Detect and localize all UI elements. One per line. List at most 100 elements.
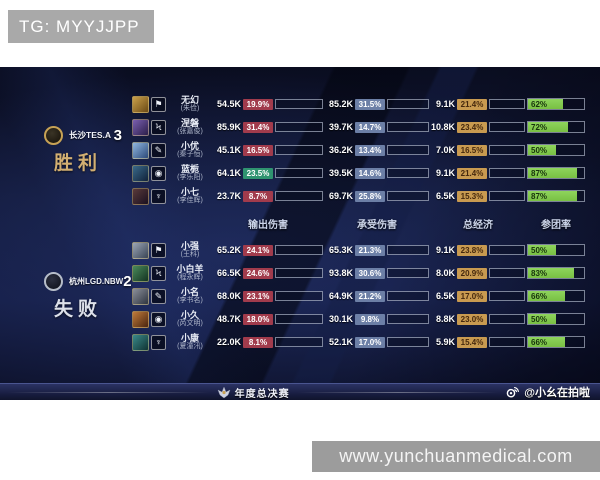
damage-taken-bar [387, 122, 429, 132]
participation-fill [528, 122, 569, 132]
participation-pct: 50% [531, 146, 548, 155]
team-section-winner: 长沙TES.A 3 胜利 ⚑ 无幻 (朱俭) 54.5K 19.9% 85.2K… [0, 67, 600, 207]
player-name-block: 小康 (夏潼汛) [169, 333, 211, 351]
player-name-block: 蓝栀 (李乐阳) [169, 164, 211, 182]
damage-output-pct: 19.9% [243, 98, 273, 110]
damage-output-pct: 24.1% [243, 244, 273, 256]
damage-taken-bar [387, 145, 429, 155]
player-name: 无幻 [180, 94, 199, 105]
damage-output-value: 22.0K [216, 337, 241, 347]
player-real-name: (李书名) [177, 297, 203, 305]
team-result: 胜利 [54, 152, 103, 174]
damage-taken-pct: 31.5% [355, 98, 385, 110]
damage-output-bar [275, 291, 323, 301]
participation-bar: 66% [527, 336, 585, 348]
economy-bar [489, 168, 525, 178]
player-name-block: 小优 (秦子恒) [169, 141, 211, 159]
damage-output-bar [275, 145, 323, 155]
damage-taken-pct: 21.3% [355, 244, 385, 256]
weibo-icon [506, 387, 520, 398]
economy-value: 9.1K [435, 168, 455, 178]
participation-bar: 72% [527, 121, 585, 133]
economy-pct: 17.0% [457, 290, 487, 302]
damage-output-pct: 8.1% [243, 336, 273, 348]
economy-value: 8.0K [435, 268, 455, 278]
participation-bar: 50% [527, 313, 585, 325]
player-real-name: (夏潼汛) [177, 343, 203, 351]
event-title-group: 年度总决赛 [217, 385, 290, 400]
damage-taken-pct: 13.4% [355, 144, 385, 156]
damage-taken-pct: 30.6% [355, 267, 385, 279]
damage-output-bar [275, 99, 323, 109]
economy-bar [489, 191, 525, 201]
team-score: 3 [113, 126, 122, 144]
roam-icon: ♆ [151, 188, 166, 204]
player-name: 小白羊 [176, 263, 204, 274]
damage-output-pct: 16.5% [243, 144, 273, 156]
damage-output-bar [275, 122, 323, 132]
damage-output-pct: 24.6% [243, 267, 273, 279]
damage-output-bar [275, 314, 323, 324]
player-real-name: (王科) [180, 251, 200, 259]
economy-value: 5.9K [435, 337, 455, 347]
player-row: Ϟ 小白羊 (程永辉) 66.5K 24.6% 93.8K 30.6% 8.0K… [132, 262, 600, 284]
player-name: 涅磐 [180, 117, 199, 128]
damage-taken-bar [387, 245, 429, 255]
hero-avatar [132, 164, 149, 182]
damage-output-bar [275, 245, 323, 255]
damage-output-value: 48.7K [216, 314, 241, 324]
damage-taken-bar [387, 337, 429, 347]
team-section-loser: 杭州LGD.NBW 2 失败 ⚑ 小强 (王科) 65.2K 24.1% 65.… [0, 239, 600, 353]
player-real-name: (李佳辉) [177, 197, 203, 205]
damage-taken-pct: 9.8% [355, 313, 385, 325]
footer-bar: 年度总决赛 @小幺在拍啦 [0, 383, 600, 400]
player-row: Ϟ 涅磐 (张嘉俊) 85.9K 31.4% 39.7K 14.7% 10.8K… [132, 116, 600, 138]
damage-taken-bar [387, 268, 429, 278]
participation-pct: 87% [531, 192, 548, 201]
economy-pct: 21.4% [457, 98, 487, 110]
participation-bar: 50% [527, 144, 585, 156]
player-row: ⚑ 无幻 (朱俭) 54.5K 19.9% 85.2K 31.5% 9.1K 2… [132, 93, 600, 115]
column-header-damage-output: 输出伤害 [248, 219, 288, 231]
participation-fill [528, 314, 556, 324]
hero-avatar [132, 241, 149, 259]
economy-pct: 23.4% [457, 121, 487, 133]
match-stats-board: 长沙TES.A 3 胜利 ⚑ 无幻 (朱俭) 54.5K 19.9% 85.2K… [0, 67, 600, 400]
column-header-damage-taken: 承受伤害 [357, 219, 397, 231]
participation-fill [528, 268, 575, 278]
hero-avatar [132, 287, 149, 305]
hero-avatar [132, 141, 149, 159]
team-logo-icon [44, 125, 63, 145]
player-real-name: (张嘉俊) [177, 128, 203, 136]
player-name: 小名 [180, 286, 199, 297]
player-real-name: (芮文明) [177, 320, 203, 328]
economy-pct: 15.3% [457, 190, 487, 202]
divider-line [8, 391, 209, 393]
team-header: 长沙TES.A 3 [44, 125, 132, 145]
participation-fill [528, 145, 556, 155]
event-title: 年度总决赛 [234, 388, 290, 400]
damage-taken-value: 93.8K [328, 268, 353, 278]
credit-handle: @小幺在拍啦 [524, 387, 591, 399]
participation-pct: 87% [531, 169, 548, 178]
hero-avatar [132, 95, 149, 113]
hero-avatar [132, 333, 149, 351]
participation-pct: 50% [531, 246, 548, 255]
participation-bar: 83% [527, 267, 585, 279]
damage-taken-pct: 21.2% [355, 290, 385, 302]
hero-avatar [132, 264, 149, 282]
column-header-economy: 总经济 [463, 219, 493, 231]
team-name: 长沙TES.A [69, 130, 112, 140]
player-row: ♆ 小七 (李佳辉) 23.7K 8.7% 69.7K 25.8% 6.5K 1… [132, 185, 600, 207]
farm-lane-icon: ◉ [151, 165, 166, 181]
damage-taken-bar [387, 99, 429, 109]
economy-value: 8.8K [435, 314, 455, 324]
player-row: ♆ 小康 (夏潼汛) 22.0K 8.1% 52.1K 17.0% 5.9K 1… [132, 331, 600, 353]
damage-output-pct: 23.5% [243, 167, 273, 179]
player-rows-winner: ⚑ 无幻 (朱俭) 54.5K 19.9% 85.2K 31.5% 9.1K 2… [132, 93, 600, 207]
jungle-icon: Ϟ [151, 265, 166, 281]
roam-icon: ♆ [151, 334, 166, 350]
finals-crest-icon [217, 385, 231, 398]
economy-bar [489, 145, 525, 155]
